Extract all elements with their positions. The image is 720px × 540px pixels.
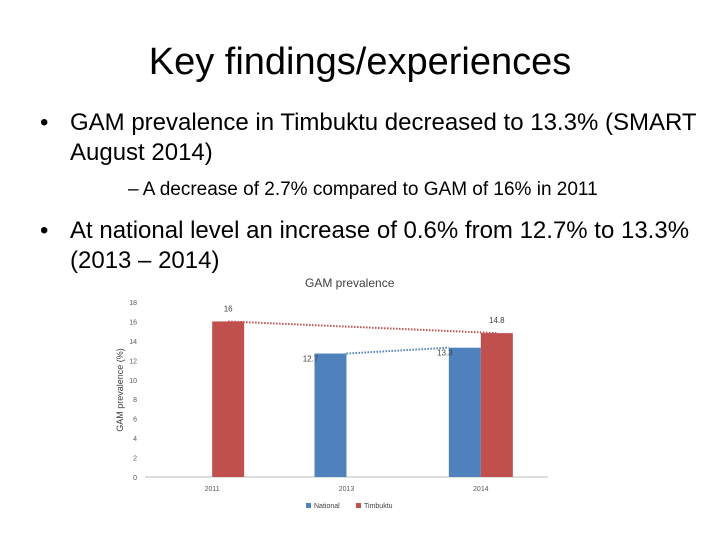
y-tick-label: 14 [129,339,137,346]
data-label: 12.7 [303,355,319,364]
legend-label-national: National [314,503,340,510]
y-tick-label: 18 [129,300,137,307]
data-label: 16 [224,304,233,313]
data-label: 14.8 [489,316,505,325]
x-tick-label: 2011 [205,486,220,493]
trendline-timbuktu [228,320,497,335]
x-tick-label: 2013 [339,486,355,493]
bullet-dot: • [40,217,49,244]
y-tick-label: 8 [133,397,137,404]
x-tick-label: 2014 [473,486,489,493]
y-axis-label: GAM prevalence (%) [115,348,125,432]
bar-national-2014 [448,347,481,477]
bullet-text: At national level an increase of 0.6% fr… [70,217,690,274]
slide-title: Key findings/experiences [148,41,572,83]
sub-bullet-decrease: – A decrease of 2.7% compared to GAM of … [128,179,598,200]
y-tick-label: 16 [129,319,137,326]
bullet-dot: • [40,109,49,136]
y-tick-label: 12 [129,358,137,365]
bullet-timbuktu-decrease: • GAM prevalence in Timbuktu decreased t… [40,108,700,168]
legend-swatch-timbuktu [356,503,361,508]
bar-national-2013 [314,353,347,477]
bullet-national-increase: • At national level an increase of 0.6% … [40,216,710,276]
y-tick-label: 4 [133,436,137,443]
bar-timbuktu-2011 [212,321,245,477]
bullet-text: GAM prevalence in Timbuktu decreased to … [70,109,697,166]
legend-swatch-national [306,503,311,508]
data-label: 13.3 [437,349,453,358]
y-tick-label: 0 [133,475,137,482]
y-tick-label: 6 [133,417,137,424]
bar-timbuktu-2014 [480,333,513,477]
y-tick-label: 2 [133,456,137,463]
trendline-national [346,346,449,355]
chart-title: GAM prevalence [305,276,395,290]
y-tick-label: 10 [129,378,137,385]
legend-label-timbuktu: Timbuktu [364,503,393,510]
